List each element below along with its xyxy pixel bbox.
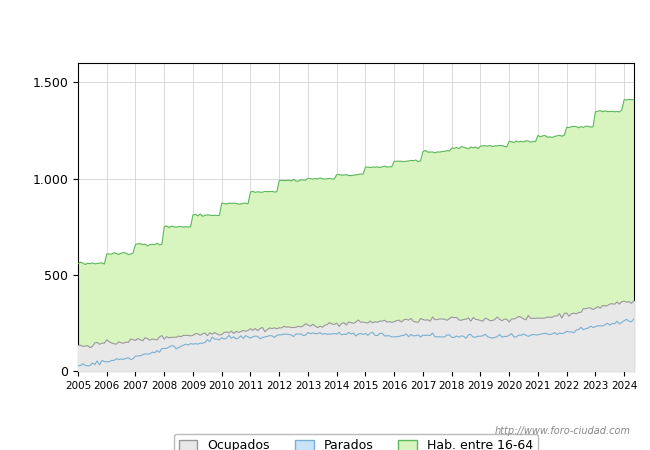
Text: Arcas - Evolucion de la poblacion en edad de Trabajar Mayo de 2024: Arcas - Evolucion de la poblacion en eda…: [97, 21, 553, 33]
Text: http://www.foro-ciudad.com: http://www.foro-ciudad.com: [495, 427, 630, 436]
Legend: Ocupados, Parados, Hab. entre 16-64: Ocupados, Parados, Hab. entre 16-64: [174, 435, 538, 450]
